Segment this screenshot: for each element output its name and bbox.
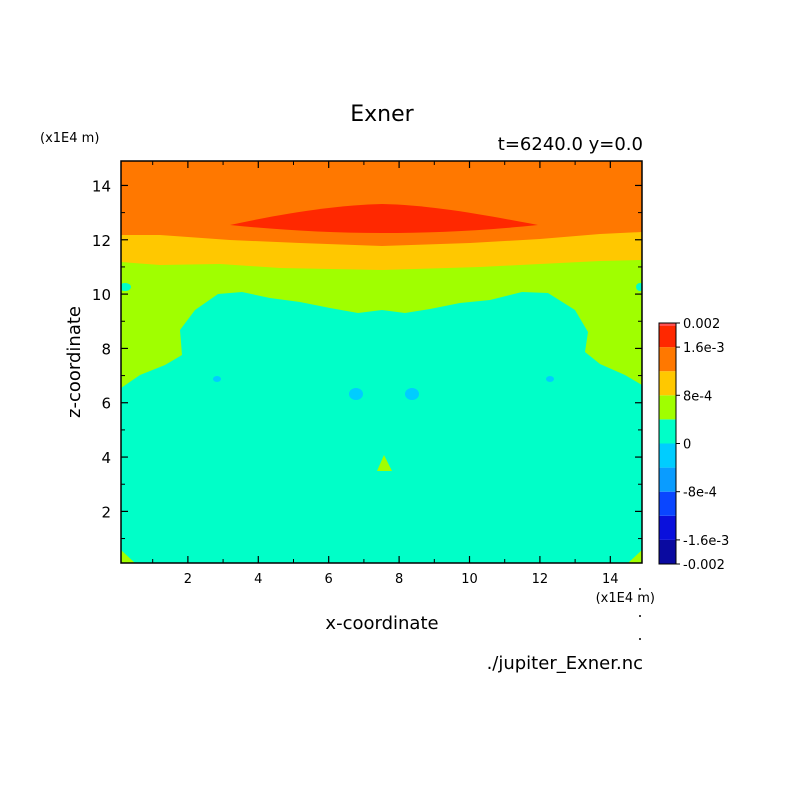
x-tick-label: 14 — [602, 572, 619, 587]
blob-far-right — [546, 376, 554, 382]
y-tick-label: 8 — [101, 340, 111, 358]
plot-frame — [120, 160, 643, 564]
marker-dots — [639, 588, 641, 640]
x-tick-label: 8 — [395, 572, 403, 587]
edge-spot-right — [636, 283, 642, 291]
y-tick-label: 10 — [92, 286, 111, 304]
chart-subtitle: t=6240.0 y=0.0 — [498, 134, 643, 155]
x-axis: 2 4 6 8 10 12 14 — [152, 161, 619, 587]
colorbar-label: 0 — [683, 438, 691, 453]
y-unit-label: (x1E4 m) — [40, 131, 99, 146]
x-tick-label: 2 — [184, 572, 192, 587]
x-tick-label: 4 — [254, 572, 262, 587]
corner-left — [121, 550, 135, 563]
y-axis: 2 4 6 8 10 12 14 — [92, 177, 642, 540]
region-lower-domain — [121, 292, 642, 563]
source-file: ./jupiter_Exner.nc — [487, 653, 643, 674]
colorbar-label: 0.002 — [683, 317, 720, 332]
colorbar-top-cap — [659, 323, 676, 326]
colorbar-segment — [659, 467, 676, 492]
colorbar-segment — [659, 515, 676, 540]
x-tick-label: 10 — [461, 572, 478, 587]
colorbar: 0.002 1.6e-3 8e-4 0 -8e-4 -1.6e-3 -0.002 — [658, 317, 729, 573]
colorbar-segment — [659, 395, 676, 420]
corner-right — [628, 550, 642, 563]
y-tick-label: 14 — [92, 177, 111, 195]
x-tick-label: 6 — [325, 572, 333, 587]
x-tick-label: 12 — [532, 572, 549, 587]
blob-far-left — [213, 376, 221, 382]
y-tick-label: 6 — [101, 395, 111, 413]
region-upper-max — [230, 204, 538, 233]
colorbar-segment — [659, 491, 676, 516]
colorbar-label: 8e-4 — [683, 389, 712, 404]
colorbar-segment — [659, 323, 676, 348]
colorbar-segment — [659, 419, 676, 444]
y-tick-label: 12 — [92, 232, 111, 250]
y-tick-label: 4 — [101, 449, 111, 467]
central-peak — [377, 455, 392, 471]
blob-right — [405, 388, 419, 400]
colorbar-segment — [659, 443, 676, 468]
colorbar-segment — [659, 539, 676, 564]
colorbar-segment — [659, 371, 676, 396]
colorbar-label: -8e-4 — [683, 486, 717, 501]
x-unit-label: (x1E4 m) — [596, 591, 655, 606]
edge-spot-left — [121, 283, 131, 291]
colorbar-label: -1.6e-3 — [683, 534, 729, 549]
colorbar-segment — [659, 347, 676, 372]
x-axis-label: x-coordinate — [325, 613, 438, 634]
colorbar-label: 1.6e-3 — [683, 341, 725, 356]
blob-left — [349, 388, 363, 400]
contour-plot: 2 4 6 8 10 12 14 2 4 6 8 10 12 14 — [92, 160, 643, 587]
y-tick-label: 2 — [101, 503, 111, 521]
y-axis-label: z-coordinate — [64, 306, 85, 418]
colorbar-label: -0.002 — [683, 558, 725, 573]
chart-title: Exner — [350, 102, 414, 127]
